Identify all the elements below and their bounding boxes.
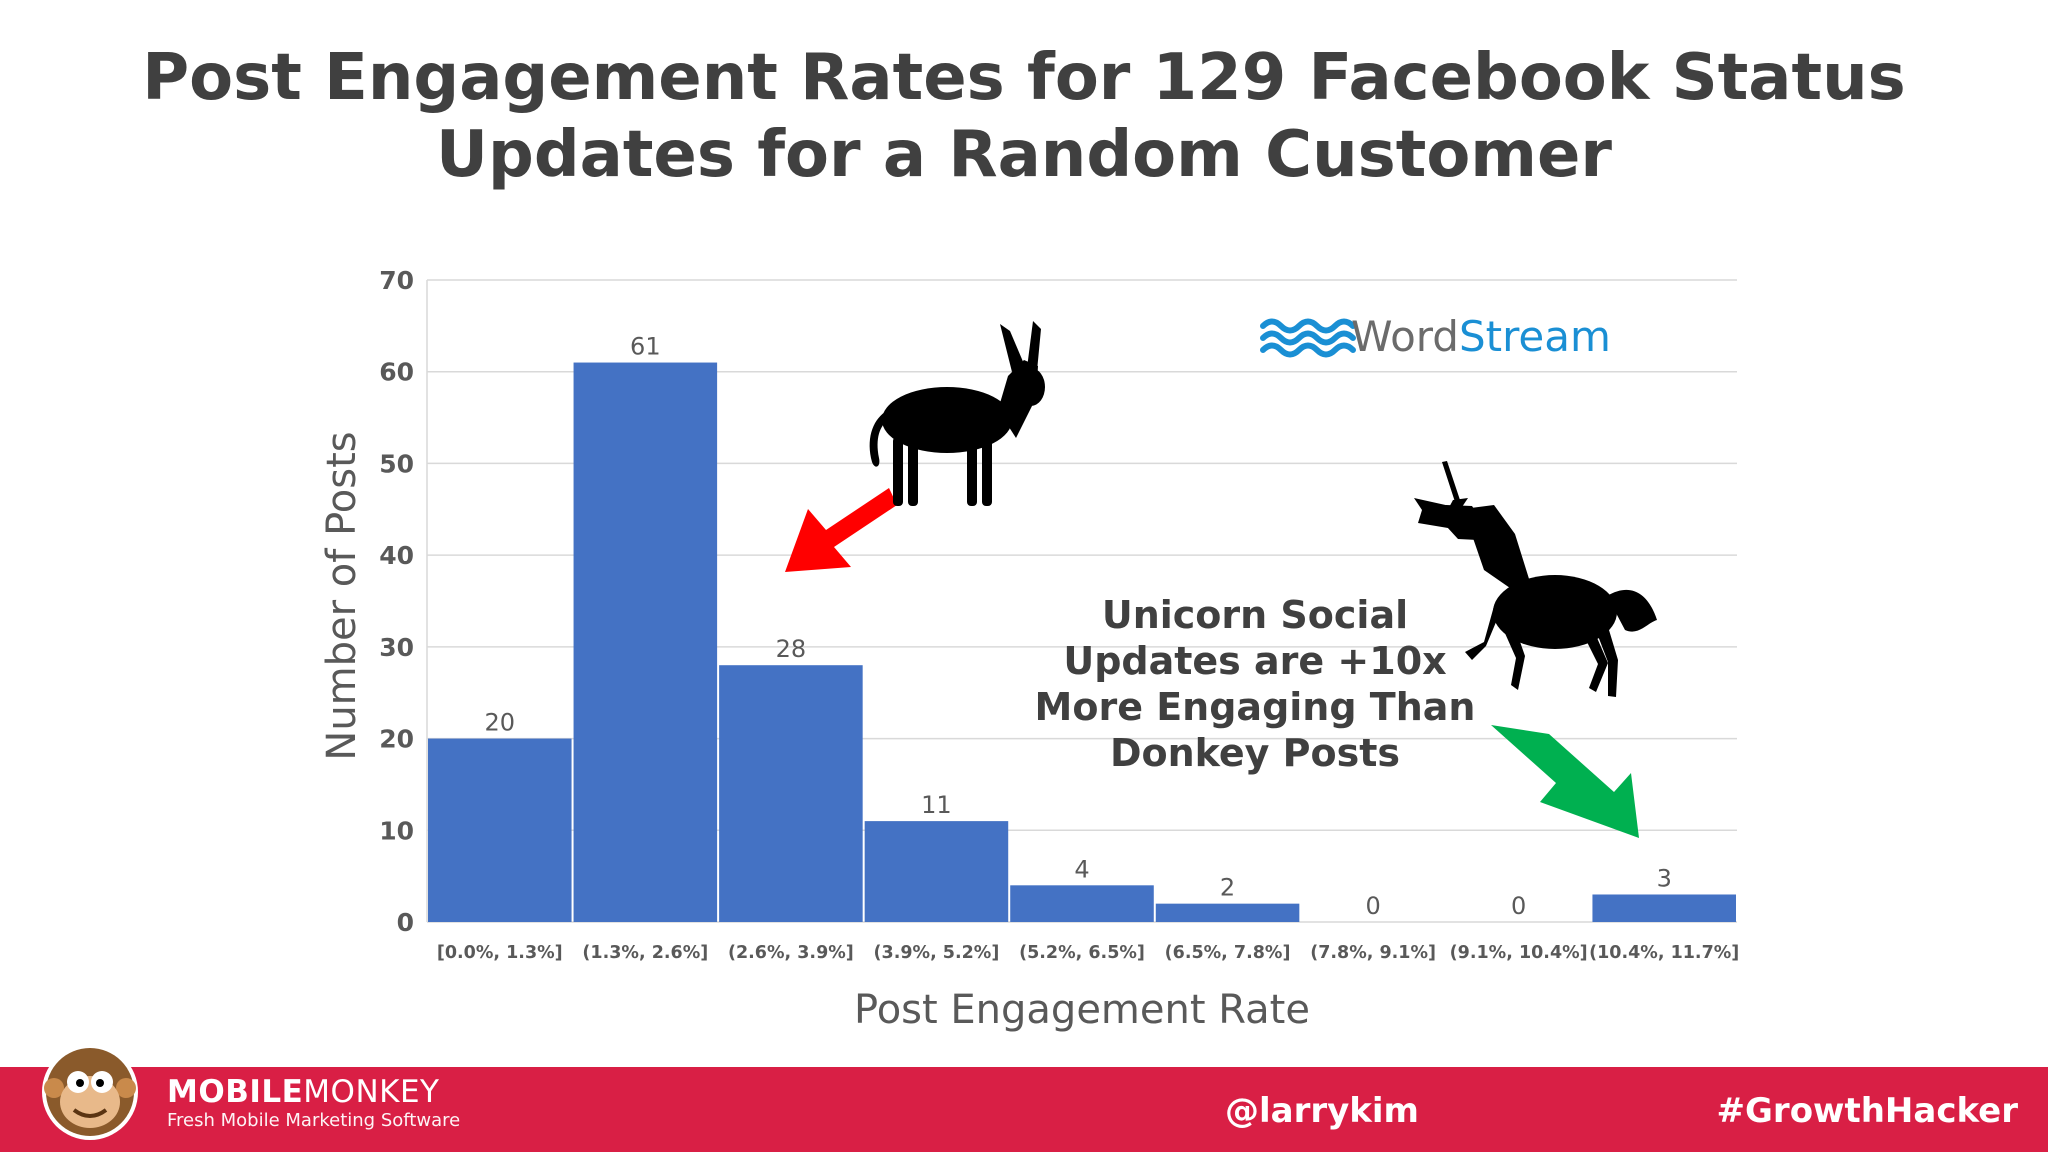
bar xyxy=(864,821,1009,922)
y-axis-title: Number of Posts xyxy=(319,431,365,760)
annotation-text: Unicorn Social Updates are +10x More Eng… xyxy=(1025,592,1485,776)
x-tick-label: (1.3%, 2.6%] xyxy=(582,943,708,963)
bar-value-label: 11 xyxy=(921,791,952,819)
brand-block: MOBILEMONKEY Fresh Mobile Marketing Soft… xyxy=(167,1074,460,1132)
bar xyxy=(1592,894,1736,922)
svg-text:WordStream: WordStream xyxy=(1351,312,1611,361)
bar xyxy=(1155,903,1300,922)
bars xyxy=(428,362,1736,922)
brand-tagline: Fresh Mobile Marketing Software xyxy=(167,1110,461,1131)
x-tick-label: (2.6%, 3.9%] xyxy=(728,943,854,963)
bar-value-label: 28 xyxy=(776,635,807,663)
bar xyxy=(719,665,863,922)
y-tick-label: 40 xyxy=(379,541,414,570)
annotation-line-2: Updates are +10x xyxy=(1063,639,1447,683)
x-tick-label: (10.4%, 11.7%] xyxy=(1589,943,1739,963)
y-tick-label: 30 xyxy=(379,633,414,662)
twitter-handle[interactable]: @larrykim xyxy=(1225,1091,1419,1131)
bar-value-label: 0 xyxy=(1511,892,1526,920)
x-tick-label: (7.8%, 9.1%] xyxy=(1310,943,1436,963)
green-arrow xyxy=(1491,725,1639,838)
y-tick-label: 20 xyxy=(379,725,414,754)
y-tick-labels: 0 10 20 30 40 50 60 70 xyxy=(379,266,414,937)
bar-value-label: 0 xyxy=(1365,892,1380,920)
title-line-1: Post Engagement Rates for 129 Facebook S… xyxy=(142,41,1906,115)
logo-word-2: Stream xyxy=(1459,312,1611,361)
brand-name-light: MONKEY xyxy=(303,1074,440,1110)
y-tick-label: 70 xyxy=(379,266,414,295)
wordstream-logo: WordStream xyxy=(1260,312,1611,361)
title-line-2: Updates for a Random Customer xyxy=(436,118,1612,192)
y-tick-label: 10 xyxy=(379,816,414,845)
x-tick-label: [0.0%, 1.3%] xyxy=(437,943,563,963)
slide-title: Post Engagement Rates for 129 Facebook S… xyxy=(0,40,2048,194)
annotation-line-1: Unicorn Social xyxy=(1101,593,1409,637)
footer-bar xyxy=(0,1067,2048,1152)
logo-word-1: Word xyxy=(1351,312,1459,361)
x-tick-label: (5.2%, 6.5%] xyxy=(1019,943,1145,963)
annotation-line-4: Donkey Posts xyxy=(1109,731,1401,775)
y-tick-label: 50 xyxy=(379,449,414,478)
bar xyxy=(1010,885,1154,922)
bar-value-label: 61 xyxy=(630,333,661,361)
hashtag[interactable]: #GrowthHacker xyxy=(1716,1091,2018,1131)
x-axis-title: Post Engagement Rate xyxy=(854,987,1310,1033)
red-arrow xyxy=(785,488,897,572)
x-tick-label: (6.5%, 7.8%] xyxy=(1165,943,1291,963)
bar xyxy=(573,362,718,922)
brand-name: MOBILEMONKEY xyxy=(167,1074,460,1110)
annotation-line-3: More Engaging Than xyxy=(1034,685,1476,729)
bar-value-label: 2 xyxy=(1220,874,1235,902)
x-tick-label: (9.1%, 10.4%] xyxy=(1450,943,1588,963)
x-tick-label: (3.9%, 5.2%] xyxy=(874,943,1000,963)
bar-value-label: 20 xyxy=(485,709,516,737)
y-tick-label: 0 xyxy=(397,908,414,937)
donkey-icon xyxy=(869,321,1045,506)
bar-value-label: 3 xyxy=(1657,864,1672,892)
bar xyxy=(428,738,572,922)
monkey-mascot-icon xyxy=(42,1044,138,1140)
wave-icon xyxy=(1260,318,1356,358)
brand-name-bold: MOBILE xyxy=(167,1074,304,1110)
x-category-labels: [0.0%, 1.3%] (1.3%, 2.6%] (2.6%, 3.9%] (3.9… xyxy=(437,943,1739,963)
unicorn-icon xyxy=(1414,461,1657,697)
bar-value-label: 4 xyxy=(1074,855,1089,883)
y-tick-label: 60 xyxy=(379,358,414,387)
